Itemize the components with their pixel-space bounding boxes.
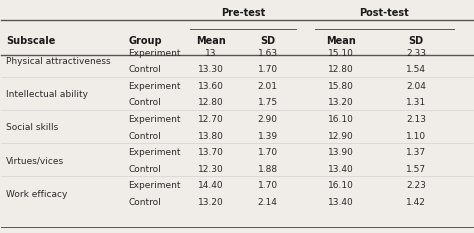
Text: 13.60: 13.60 — [198, 82, 224, 91]
Text: SD: SD — [409, 35, 424, 45]
Text: 1.63: 1.63 — [257, 49, 278, 58]
Text: Group: Group — [128, 35, 162, 45]
Text: 12.80: 12.80 — [198, 98, 224, 107]
Text: Intellectual ability: Intellectual ability — [6, 90, 88, 99]
Text: 2.01: 2.01 — [258, 82, 278, 91]
Text: Social skills: Social skills — [6, 123, 58, 132]
Text: 14.40: 14.40 — [198, 181, 224, 190]
Text: 1.54: 1.54 — [406, 65, 426, 74]
Text: 1.37: 1.37 — [406, 148, 426, 157]
Text: 1.70: 1.70 — [257, 65, 278, 74]
Text: Work efficacy: Work efficacy — [6, 190, 67, 199]
Text: 1.42: 1.42 — [406, 198, 426, 207]
Text: 15.10: 15.10 — [328, 49, 354, 58]
Text: Control: Control — [128, 165, 161, 174]
Text: 13.40: 13.40 — [328, 165, 354, 174]
Text: 2.90: 2.90 — [258, 115, 278, 124]
Text: 13: 13 — [205, 49, 217, 58]
Text: 2.04: 2.04 — [406, 82, 426, 91]
Text: SD: SD — [260, 35, 275, 45]
Text: 16.10: 16.10 — [328, 181, 354, 190]
Text: 13.40: 13.40 — [328, 198, 354, 207]
Text: 12.70: 12.70 — [198, 115, 224, 124]
Text: Experiment: Experiment — [128, 115, 181, 124]
Text: Control: Control — [128, 98, 161, 107]
Text: 1.31: 1.31 — [406, 98, 426, 107]
Text: 1.70: 1.70 — [257, 181, 278, 190]
Text: Control: Control — [128, 65, 161, 74]
Text: 2.33: 2.33 — [406, 49, 426, 58]
Text: Mean: Mean — [196, 35, 226, 45]
Text: 1.57: 1.57 — [406, 165, 426, 174]
Text: 12.30: 12.30 — [198, 165, 224, 174]
Text: Virtues/vices: Virtues/vices — [6, 156, 64, 165]
Text: 12.90: 12.90 — [328, 132, 354, 140]
Text: 13.80: 13.80 — [198, 132, 224, 140]
Text: Pre-test: Pre-test — [221, 8, 265, 18]
Text: Control: Control — [128, 132, 161, 140]
Text: Experiment: Experiment — [128, 148, 181, 157]
Text: Mean: Mean — [326, 35, 356, 45]
Text: 1.39: 1.39 — [257, 132, 278, 140]
Text: Experiment: Experiment — [128, 49, 181, 58]
Text: 2.14: 2.14 — [258, 198, 278, 207]
Text: Control: Control — [128, 198, 161, 207]
Text: 15.80: 15.80 — [328, 82, 354, 91]
Text: 13.70: 13.70 — [198, 148, 224, 157]
Text: Post-test: Post-test — [359, 8, 409, 18]
Text: 1.75: 1.75 — [257, 98, 278, 107]
Text: 1.10: 1.10 — [406, 132, 426, 140]
Text: 13.90: 13.90 — [328, 148, 354, 157]
Text: 1.70: 1.70 — [257, 148, 278, 157]
Text: 16.10: 16.10 — [328, 115, 354, 124]
Text: 13.20: 13.20 — [328, 98, 354, 107]
Text: 12.80: 12.80 — [328, 65, 354, 74]
Text: 13.20: 13.20 — [198, 198, 224, 207]
Text: 13.30: 13.30 — [198, 65, 224, 74]
Text: Experiment: Experiment — [128, 82, 181, 91]
Text: 1.88: 1.88 — [257, 165, 278, 174]
Text: 2.23: 2.23 — [406, 181, 426, 190]
Text: 2.13: 2.13 — [406, 115, 426, 124]
Text: Experiment: Experiment — [128, 181, 181, 190]
Text: Subscale: Subscale — [6, 35, 55, 45]
Text: Physical attractiveness: Physical attractiveness — [6, 57, 111, 66]
